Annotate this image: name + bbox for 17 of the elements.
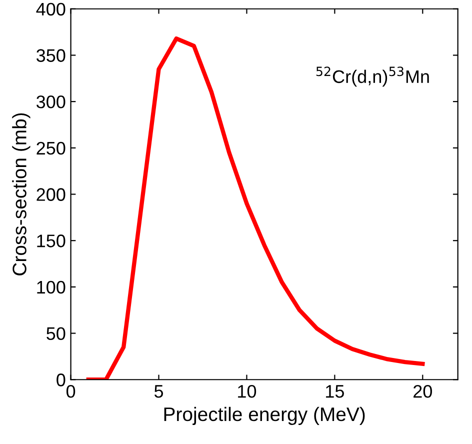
x-tick-label: 0: [66, 384, 76, 398]
annotation: $^{52}$Cr(d,n)$^{53}$Mn: [316, 66, 429, 87]
y-tick-label: 400: [36, 2, 66, 16]
y-tick-label: 250: [36, 142, 66, 155]
y-tick-label: 350: [36, 49, 66, 62]
y-tick-label: 150: [37, 234, 66, 248]
x-tick-label: 5: [154, 385, 164, 398]
y-tick-label: 50: [46, 327, 66, 340]
y-tick-label: 0: [56, 374, 66, 386]
x-axis-title: Projectile energy (MeV): [164, 406, 365, 425]
y-tick-label: 200: [36, 188, 66, 201]
x-tick-label: 10: [238, 384, 256, 398]
x-tick-label: 20: [414, 384, 432, 398]
y-tick-label: 100: [37, 280, 66, 294]
y-tick-label: 300: [36, 96, 66, 108]
y-axis-title: Cross-section (mb): [12, 113, 30, 276]
x-tick-label: 15: [326, 385, 344, 398]
